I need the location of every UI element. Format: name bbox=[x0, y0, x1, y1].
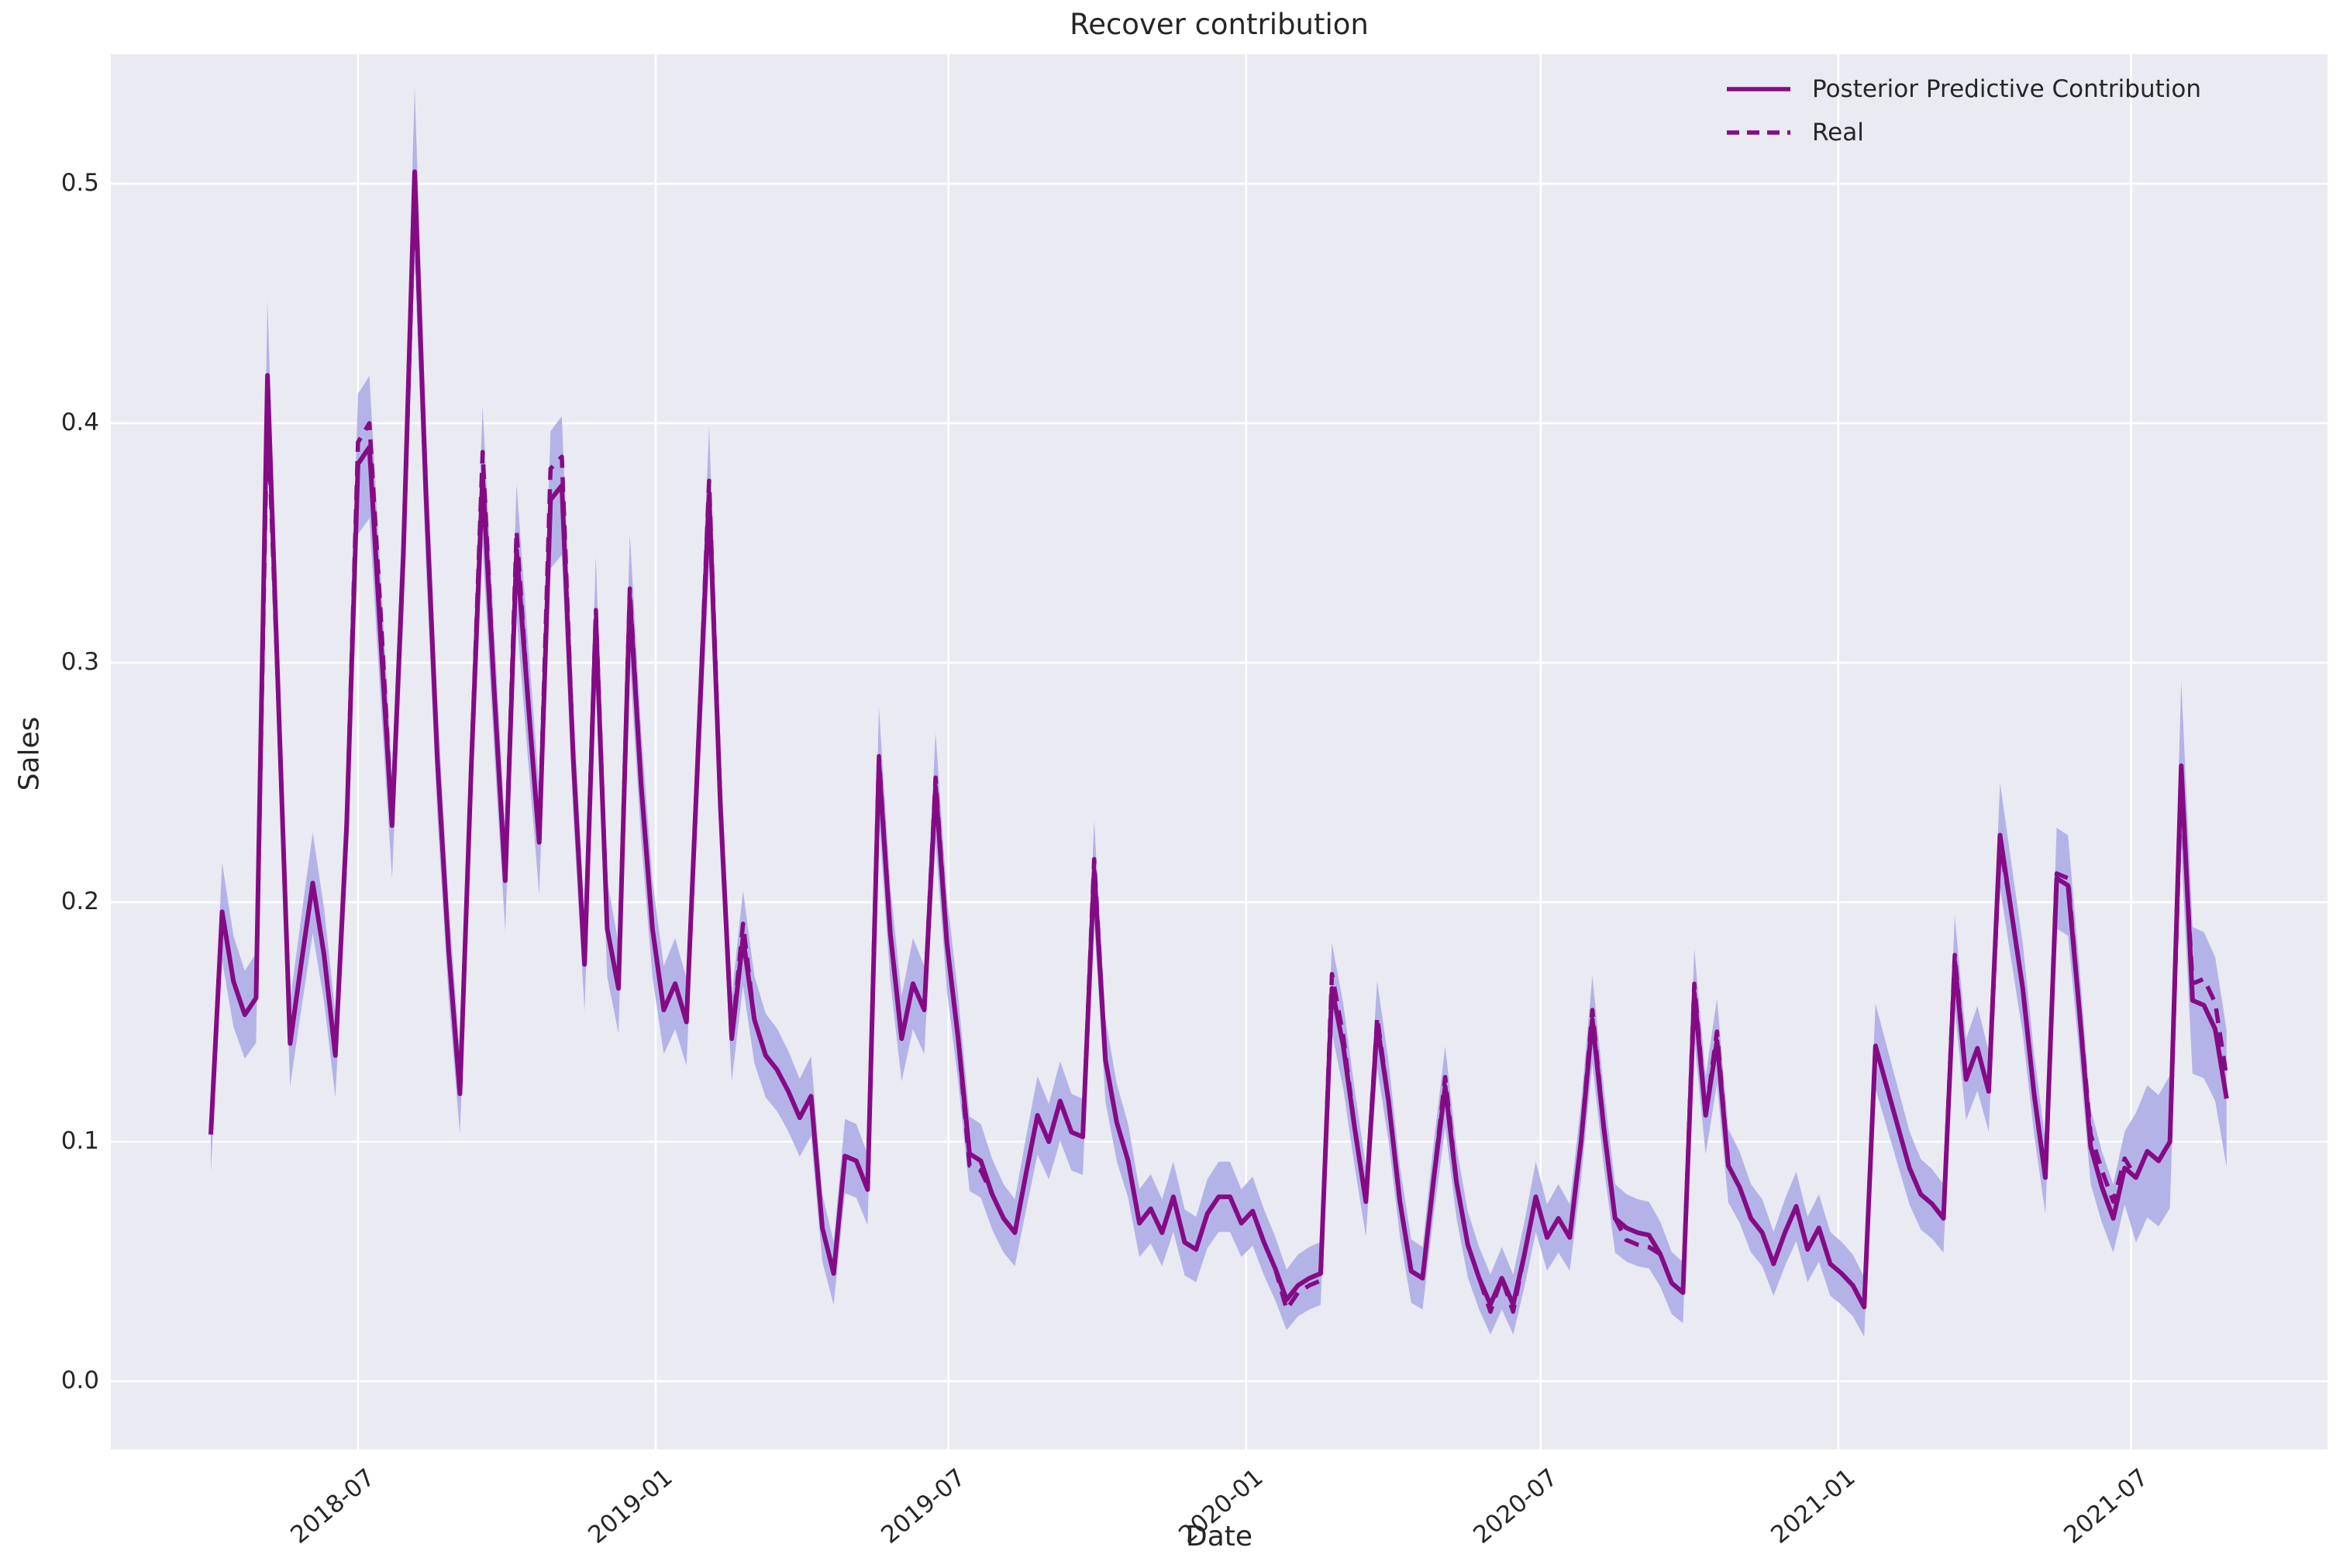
legend-item: Real bbox=[1727, 118, 2201, 147]
y-tick-label: 0.0 bbox=[60, 1366, 99, 1394]
legend-item: Posterior Predictive Contribution bbox=[1727, 74, 2201, 104]
y-tick-label: 0.2 bbox=[60, 887, 99, 915]
x-axis-label: Date bbox=[1185, 1521, 1253, 1552]
y-tick-label: 0.4 bbox=[60, 408, 99, 436]
series-line-posterior bbox=[208, 169, 2229, 1310]
y-axis-label: Sales bbox=[13, 716, 46, 791]
chart-title: Recover contribution bbox=[1070, 8, 1369, 41]
legend-dashed-line-icon bbox=[1727, 130, 1790, 135]
series-line-real bbox=[208, 181, 2229, 1315]
plot-area bbox=[111, 54, 2327, 1449]
y-tick-label: 0.5 bbox=[60, 169, 99, 197]
legend-label: Posterior Predictive Contribution bbox=[1812, 75, 2201, 103]
y-tick-label: 0.3 bbox=[60, 648, 99, 676]
chart-canvas bbox=[111, 54, 2327, 1449]
legend-label: Real bbox=[1812, 119, 1864, 146]
legend-solid-line-icon bbox=[1727, 87, 1790, 91]
legend: Posterior Predictive Contribution Real bbox=[1727, 74, 2201, 161]
y-tick-label: 0.1 bbox=[60, 1127, 99, 1155]
